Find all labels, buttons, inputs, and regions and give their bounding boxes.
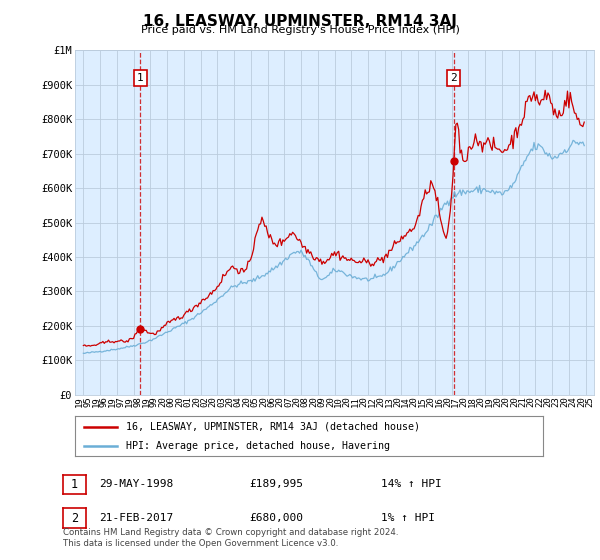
Text: 16, LEASWAY, UPMINSTER, RM14 3AJ (detached house): 16, LEASWAY, UPMINSTER, RM14 3AJ (detach… — [127, 422, 421, 432]
Text: 29-MAY-1998: 29-MAY-1998 — [99, 479, 173, 489]
Text: HPI: Average price, detached house, Havering: HPI: Average price, detached house, Have… — [127, 441, 391, 450]
Text: 2: 2 — [71, 511, 78, 525]
Text: Contains HM Land Registry data © Crown copyright and database right 2024.
This d: Contains HM Land Registry data © Crown c… — [63, 528, 398, 548]
Text: 2: 2 — [451, 73, 457, 83]
Text: 14% ↑ HPI: 14% ↑ HPI — [381, 479, 442, 489]
Text: £189,995: £189,995 — [249, 479, 303, 489]
Text: 16, LEASWAY, UPMINSTER, RM14 3AJ: 16, LEASWAY, UPMINSTER, RM14 3AJ — [143, 14, 457, 29]
Text: £680,000: £680,000 — [249, 513, 303, 523]
Text: 21-FEB-2017: 21-FEB-2017 — [99, 513, 173, 523]
Text: 1% ↑ HPI: 1% ↑ HPI — [381, 513, 435, 523]
Text: Price paid vs. HM Land Registry's House Price Index (HPI): Price paid vs. HM Land Registry's House … — [140, 25, 460, 35]
Text: 1: 1 — [137, 73, 144, 83]
Text: 1: 1 — [71, 478, 78, 491]
